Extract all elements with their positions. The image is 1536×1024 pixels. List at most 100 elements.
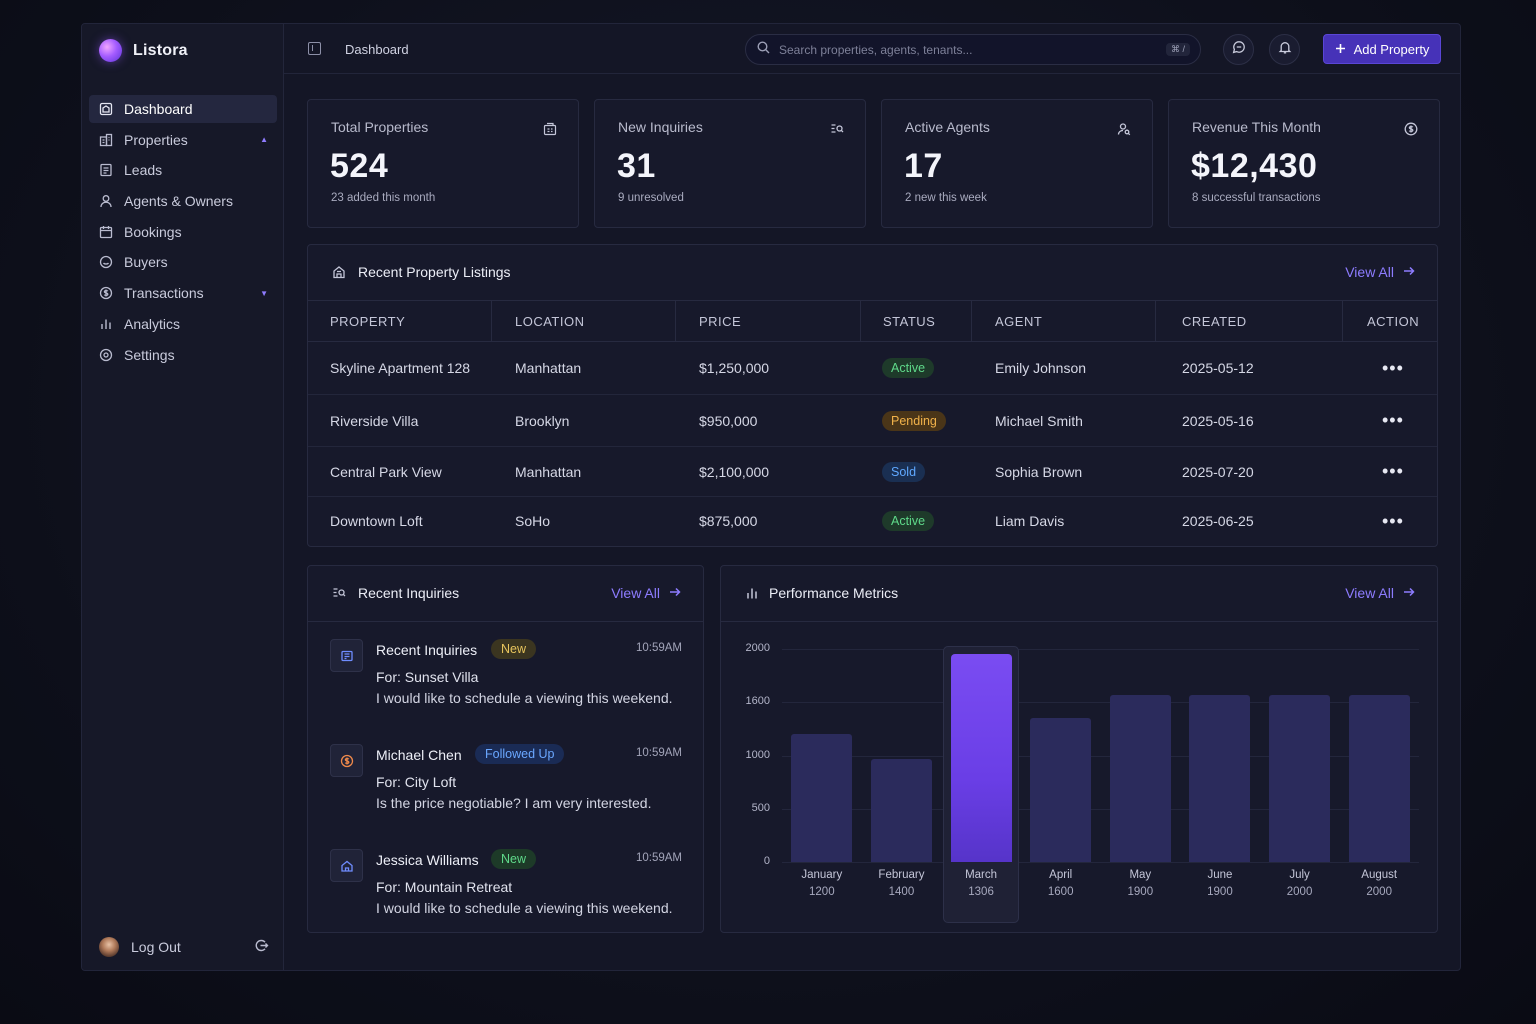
clipboard-icon: [99, 163, 113, 177]
cell-location: Manhattan: [515, 360, 582, 376]
more-actions-icon[interactable]: •••: [1382, 510, 1404, 531]
dollar-circle-icon: [1403, 121, 1418, 136]
sidebar-item-properties[interactable]: Properties ▲: [89, 126, 277, 154]
table-header: PROPERTY LOCATION PRICE STATUS AGENT CRE…: [308, 301, 1437, 342]
more-actions-icon[interactable]: •••: [1382, 357, 1404, 378]
panel-title: Recent Inquiries: [358, 585, 460, 601]
table-row[interactable]: Riverside Villa Brooklyn $950,000 Pendin…: [308, 395, 1437, 447]
more-actions-icon[interactable]: •••: [1382, 410, 1404, 430]
inquiry-item[interactable]: Michael Chen Followed Up 10:59AM For: Ci…: [330, 744, 682, 824]
view-all-inquiries-link[interactable]: View All: [611, 585, 681, 601]
chart-bar-january[interactable]: [791, 734, 853, 862]
arrow-right-icon: [1403, 585, 1415, 601]
view-all-listings-link[interactable]: View All: [1345, 264, 1415, 280]
table-row[interactable]: Skyline Apartment 128 Manhattan $1,250,0…: [308, 342, 1437, 395]
column-header[interactable]: PRICE: [699, 314, 742, 329]
messages-button[interactable]: [1223, 34, 1254, 65]
cell-location: Brooklyn: [515, 412, 570, 429]
sidebar-item-buyers[interactable]: Buyers: [89, 248, 277, 276]
logout-icon[interactable]: [254, 938, 269, 956]
sidebar-item-agents-owners[interactable]: Agents & Owners: [89, 187, 277, 215]
chart-bar-august[interactable]: [1348, 694, 1410, 862]
column-header[interactable]: STATUS: [883, 314, 936, 329]
search-bar[interactable]: ⌘ /: [745, 34, 1201, 65]
building-icon: [99, 133, 113, 147]
more-actions-icon[interactable]: •••: [1382, 461, 1404, 481]
brand[interactable]: Listora: [99, 39, 188, 62]
chart-bar-february[interactable]: [870, 758, 932, 862]
sidebar-item-label: Leads: [124, 162, 163, 179]
chart-bar-july[interactable]: [1269, 694, 1331, 862]
calendar-icon: [99, 225, 113, 239]
chart-bar-march[interactable]: [950, 654, 1012, 862]
sidebar-nav: Dashboard Properties ▲ Leads Agents & O: [89, 95, 277, 371]
brand-logo: [99, 39, 122, 62]
status-badge: Pending: [882, 410, 946, 431]
view-all-label: View All: [1345, 264, 1394, 280]
view-all-label: View All: [1345, 585, 1394, 601]
arrow-right-icon: [669, 585, 681, 601]
chevron-up-icon[interactable]: ▲: [260, 135, 268, 145]
performance-metrics-panel: Performance Metrics View All 2000 1600 100…: [720, 565, 1438, 933]
x-axis-label: May: [1129, 869, 1152, 881]
table-row[interactable]: Central Park View Manhattan $2,100,000 S…: [308, 447, 1437, 497]
column-header[interactable]: PROPERTY: [330, 314, 406, 329]
status-badge: New: [491, 849, 537, 869]
chat-icon: [1232, 40, 1246, 59]
sidebar-item-bookings[interactable]: Bookings: [89, 218, 277, 246]
sidebar-item-dashboard[interactable]: Dashboard: [89, 95, 277, 123]
chevron-down-icon[interactable]: ▼: [260, 288, 268, 298]
inquiry-name: Recent Inquiries: [376, 642, 478, 658]
dollar-circle-icon: [99, 286, 113, 300]
cell-property: Skyline Apartment 128: [330, 360, 471, 376]
cell-created: 2025-05-12: [1182, 360, 1254, 376]
stat-label: New Inquiries: [618, 119, 703, 135]
column-header[interactable]: AGENT: [995, 314, 1043, 329]
y-tick-label: 1600: [745, 695, 770, 708]
column-header[interactable]: CREATED: [1182, 314, 1247, 329]
x-axis-label: February: [878, 869, 925, 881]
search-list-icon: [829, 121, 844, 136]
sidebar-item-leads[interactable]: Leads: [89, 156, 277, 184]
topbar: Dashboard ⌘ /: [284, 24, 1460, 74]
stat-subtext: 8 successful transactions: [1192, 192, 1321, 204]
bar-value-label: 1900: [1127, 886, 1154, 898]
stat-card-revenue: Revenue This Month $12,430 8 successful …: [1168, 99, 1440, 228]
x-axis-label: August: [1361, 869, 1398, 881]
stat-value: 524: [330, 147, 389, 185]
stat-label: Active Agents: [905, 119, 990, 135]
table-row[interactable]: Downtown Loft SoHo $875,000 Active Liam …: [308, 497, 1437, 545]
sidebar-item-settings[interactable]: Settings: [89, 341, 277, 369]
cell-location: Manhattan: [515, 463, 582, 480]
sidebar-item-transactions[interactable]: Transactions ▼: [89, 279, 277, 307]
column-header: ACTION: [1367, 314, 1420, 329]
cell-price: $950,000: [699, 412, 758, 429]
inquiry-item[interactable]: Recent Inquiries New 10:59AM For: Sunset…: [330, 639, 682, 719]
inquiry-item[interactable]: Jessica Williams New 10:59AM For: Mounta…: [330, 849, 682, 929]
notifications-button[interactable]: [1269, 34, 1300, 65]
panel-title: Performance Metrics: [769, 585, 899, 601]
view-all-metrics-link[interactable]: View All: [1345, 585, 1415, 601]
chart-bar-june[interactable]: [1189, 694, 1251, 862]
x-axis-label: April: [1049, 869, 1073, 881]
dollar-circle-icon: [330, 744, 363, 777]
logout-button[interactable]: Log Out: [99, 937, 269, 957]
column-header[interactable]: LOCATION: [515, 314, 585, 329]
status-badge: Sold: [882, 461, 926, 482]
chart-bar-april[interactable]: [1030, 718, 1092, 862]
inquiry-message: I would like to schedule a viewing this …: [376, 690, 673, 706]
sidebar-item-label: Agents & Owners: [124, 193, 233, 210]
main-content: Dashboard ⌘ /: [284, 24, 1460, 970]
sidebar-toggle-icon[interactable]: [308, 42, 321, 55]
panel-header: Performance Metrics View All: [721, 566, 1437, 622]
app-window: Listora Dashboard Properties ▲ Leads: [81, 23, 1461, 971]
cell-created: 2025-05-16: [1182, 412, 1254, 429]
search-input[interactable]: [779, 42, 1159, 57]
sidebar-item-analytics[interactable]: Analytics: [89, 310, 277, 338]
search-icon: [757, 40, 770, 59]
add-property-button[interactable]: Add Property: [1323, 34, 1441, 64]
chart-bar-may[interactable]: [1109, 694, 1171, 862]
cell-created: 2025-07-20: [1182, 463, 1254, 480]
bar-value-label: 1306: [968, 886, 994, 898]
status-badge: Followed Up: [475, 744, 565, 764]
